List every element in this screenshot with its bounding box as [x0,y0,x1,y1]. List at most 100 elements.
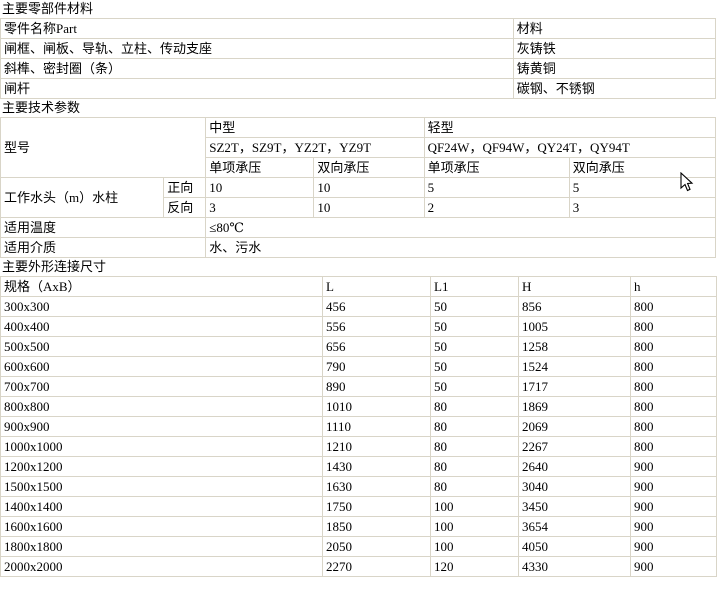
dimensions-cell-2: 80 [430,476,519,497]
dimensions-cell-1: 1210 [322,436,431,457]
table-row: 适用温度 ≤80℃ [0,217,716,238]
parameters-forward-value: 10 [313,177,425,198]
materials-header-part: 零件名称Part [0,18,514,39]
table-row: 闸杆 碳钢、不锈钢 [0,78,717,99]
table-row: 600x600 790 50 1524 800 [0,356,717,377]
parameters-medium-label: 适用介质 [0,237,207,258]
dimensions-cell-3: 1258 [518,336,631,357]
dimensions-header-cell-1: L [322,276,431,297]
dimensions-cell-3: 3654 [518,516,631,537]
parameters-head-label: 工作水头（m）水柱 [0,177,165,218]
parameters-direction-reverse: 反向 [163,197,207,218]
dimensions-cell-4: 900 [630,456,717,477]
dimensions-cell-3: 856 [518,296,631,317]
table-row: 1800x1800 2050 100 4050 900 [0,536,717,557]
table-row: 1000x1000 1210 80 2267 800 [0,436,717,457]
materials-part-material: 碳钢、不锈钢 [512,78,717,99]
dimensions-cell-2: 100 [430,496,519,517]
parameters-pressure-header: 双向承压 [568,157,717,178]
dimensions-cell-0: 1000x1000 [0,436,323,457]
dimensions-cell-4: 800 [630,336,717,357]
parameters-temperature-value: ≤80℃ [205,217,716,238]
parameters-temperature-label: 适用温度 [0,217,207,238]
dimensions-cell-0: 800x800 [0,396,323,417]
table-row: 300x300 456 50 856 800 [0,296,717,317]
table-row: SZ2T，SZ9T，YZ2T，YZ9T QF24W，QF94W，QY24T，QY… [1,137,717,158]
dimensions-cell-0: 1500x1500 [0,476,323,497]
parameters-models-light: QF24W，QF94W，QY24T，QY94T [423,137,717,158]
dimensions-cell-1: 656 [322,336,431,357]
table-row: 单项承压 双向承压 单项承压 双向承压 [1,157,717,178]
dimensions-cell-4: 800 [630,436,717,457]
dimensions-cell-1: 1630 [322,476,431,497]
dimensions-cell-0: 400x400 [0,316,323,337]
parameters-section-title: 主要技术参数 [2,100,81,115]
dimensions-cell-4: 800 [630,296,717,317]
parameters-reverse-value: 3 [568,197,717,218]
materials-table: 零件名称Part 材料 闸框、闸板、导轨、立柱、传动支座 灰铸铁 斜榫、密封圈（… [0,18,717,99]
dimensions-cell-2: 50 [430,296,519,317]
table-row: 500x500 656 50 1258 800 [0,336,717,357]
dimensions-header-cell-2: L1 [430,276,519,297]
dimensions-cell-3: 2069 [518,416,631,437]
dimensions-cell-1: 1110 [322,416,431,437]
dimensions-cell-0: 300x300 [0,296,323,317]
dimensions-cell-3: 3450 [518,496,631,517]
dimensions-cell-2: 50 [430,316,519,337]
table-row: 2000x2000 2270 120 4330 900 [0,556,717,577]
dimensions-cell-3: 2267 [518,436,631,457]
dimensions-cell-2: 80 [430,416,519,437]
document-page: 主要零部件材料 零件名称Part 材料 闸框、闸板、导轨、立柱、传动支座 灰铸铁… [0,1,717,577]
dimensions-cell-1: 1430 [322,456,431,477]
parameters-pressure-header: 双向承压 [313,157,425,178]
dimensions-cell-3: 4050 [518,536,631,557]
dimensions-cell-0: 600x600 [0,356,323,377]
table-row: 斜榫、密封圈（条） 铸黄铜 [0,58,717,79]
table-row: 700x700 890 50 1717 800 [0,376,717,397]
dimensions-cell-3: 1717 [518,376,631,397]
dimensions-cell-2: 50 [430,336,519,357]
parameters-forward-value: 10 [205,177,315,198]
parameters-type-medium: 中型 [205,117,425,138]
dimensions-cell-3: 2640 [518,456,631,477]
dimensions-cell-2: 50 [430,376,519,397]
dimensions-cell-1: 1850 [322,516,431,537]
table-row: 1400x1400 1750 100 3450 900 [0,496,717,517]
table-row: 1500x1500 1630 80 3040 900 [0,476,717,497]
table-row: 零件名称Part 材料 [0,18,717,39]
materials-part-name: 斜榫、密封圈（条） [0,58,514,79]
table-row: 1600x1600 1850 100 3654 900 [0,516,717,537]
dimensions-cell-0: 1800x1800 [0,536,323,557]
parameters-table: 型号 中型 轻型 SZ2T，SZ9T，YZ2T，YZ9T QF24W，QF94W… [0,117,717,258]
parameters-type-light: 轻型 [423,117,717,138]
dimensions-cell-3: 3040 [518,476,631,497]
dimensions-cell-4: 800 [630,416,717,437]
dimensions-cell-2: 50 [430,356,519,377]
dimensions-cell-2: 100 [430,516,519,537]
dimensions-header-cell-0: 规格（AxB） [0,276,323,297]
dimensions-cell-4: 800 [630,376,717,397]
dimensions-cell-1: 2270 [322,556,431,577]
dimensions-section-title: 主要外形连接尺寸 [2,259,107,274]
dimensions-cell-4: 900 [630,556,717,577]
dimensions-cell-4: 800 [630,356,717,377]
materials-part-material: 灰铸铁 [512,38,717,59]
dimensions-cell-0: 500x500 [0,336,323,357]
dimensions-cell-1: 1750 [322,496,431,517]
dimensions-header-cell-4: h [630,276,717,297]
table-row: 1200x1200 1430 80 2640 900 [0,456,717,477]
parameters-forward-value: 5 [568,177,717,198]
dimensions-cell-2: 80 [430,436,519,457]
dimensions-cell-2: 100 [430,536,519,557]
dimensions-cell-3: 1005 [518,316,631,337]
dimensions-cell-2: 80 [430,396,519,417]
dimensions-cell-4: 900 [630,536,717,557]
materials-section-title: 主要零部件材料 [2,1,94,16]
table-row: 400x400 556 50 1005 800 [0,316,717,337]
materials-header-material: 材料 [512,18,717,39]
dimensions-cell-0: 1200x1200 [0,456,323,477]
dimensions-cell-1: 2050 [322,536,431,557]
dimensions-cell-4: 900 [630,476,717,497]
parameters-direction-forward: 正向 [163,177,207,198]
dimensions-cell-3: 1524 [518,356,631,377]
